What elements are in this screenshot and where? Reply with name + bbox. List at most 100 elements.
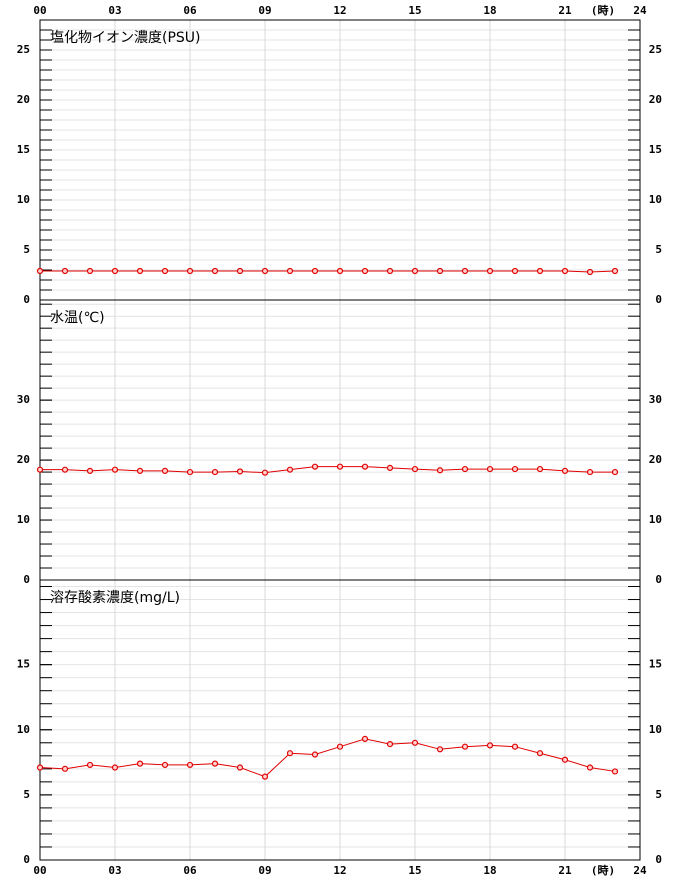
data-point [236, 267, 244, 275]
data-point [486, 267, 494, 275]
data-point [211, 267, 219, 275]
data-point [136, 467, 144, 474]
data-point [286, 750, 294, 757]
data-point [361, 463, 369, 470]
x-tick-label: 09 [258, 4, 271, 17]
data-point [311, 463, 319, 470]
y-tick-label: 10 [17, 193, 30, 206]
data-point [186, 468, 194, 476]
y-tick-label: 10 [649, 723, 662, 736]
y-tick-label: 30 [17, 393, 30, 406]
y-tick-label: 5 [23, 243, 30, 256]
data-point [511, 267, 519, 275]
x-axis-label: (時) [591, 3, 615, 17]
y-tick-label: 15 [17, 143, 30, 156]
data-point [561, 467, 569, 474]
data-point [161, 467, 169, 474]
data-point [161, 761, 169, 769]
y-tick-label: 0 [23, 573, 30, 586]
data-point [386, 267, 394, 275]
y-tick-label: 0 [23, 293, 30, 306]
data-point [286, 267, 294, 275]
data-point [211, 760, 219, 767]
data-point [411, 739, 419, 746]
data-point [286, 466, 294, 473]
plot-frame [39, 579, 641, 861]
y-tick-label: 15 [649, 143, 662, 156]
x-tick-label: 03 [108, 4, 121, 17]
data-point [386, 740, 394, 748]
data-point [461, 267, 469, 275]
data-point [236, 468, 244, 475]
data-point [486, 465, 494, 473]
y-tick-label: 25 [649, 43, 662, 56]
data-point [36, 764, 44, 771]
data-line [40, 270, 616, 273]
x-tick-label: 00 [33, 4, 46, 17]
data-point [36, 466, 44, 473]
data-line [39, 738, 616, 778]
data-point [111, 466, 119, 473]
y-tick-label: 10 [649, 193, 662, 206]
x-tick-label: 12 [333, 864, 346, 877]
x-tick-label: 18 [483, 864, 496, 877]
data-point [486, 742, 494, 749]
data-point [261, 773, 269, 780]
y-tick-label: 0 [655, 853, 662, 866]
data-point [36, 267, 44, 275]
x-tick-label: 24 [633, 4, 647, 17]
data-point [586, 468, 594, 476]
data-point [161, 267, 169, 275]
y-tick-label: 20 [649, 453, 662, 466]
data-point [336, 743, 344, 750]
data-point [586, 764, 594, 771]
y-tick-label: 15 [649, 658, 662, 671]
y-tick-label: 5 [655, 243, 662, 256]
y-tick-label: 10 [17, 513, 30, 526]
data-point [536, 267, 544, 275]
data-point [611, 468, 619, 476]
data-point [236, 764, 244, 771]
data-point [561, 267, 569, 275]
x-tick-label: 12 [333, 4, 346, 17]
data-point [436, 467, 444, 474]
panel-title: 溶存酸素濃度(mg/L) [50, 590, 180, 606]
y-tick-label: 20 [649, 93, 662, 106]
y-tick-label: 15 [17, 658, 30, 671]
x-tick-label: 03 [108, 864, 121, 877]
x-tick-label: 18 [483, 4, 496, 17]
data-point [361, 267, 369, 275]
y-tick-label: 0 [655, 293, 662, 306]
data-point [61, 765, 69, 772]
y-tick-label: 20 [17, 93, 30, 106]
data-point [561, 756, 569, 763]
data-point [611, 267, 619, 275]
data-point [436, 267, 444, 275]
data-point [86, 467, 94, 474]
data-point [586, 268, 594, 276]
data-point [311, 267, 319, 275]
data-point [386, 464, 394, 471]
data-point [186, 267, 194, 275]
data-point [536, 465, 544, 473]
y-tick-label: 10 [17, 723, 30, 736]
x-tick-label: 09 [258, 864, 271, 877]
data-point [511, 465, 519, 473]
data-point [261, 469, 269, 476]
data-point [436, 746, 444, 753]
x-tick-label: 06 [183, 864, 197, 877]
data-point [111, 764, 119, 771]
data-point [86, 761, 94, 769]
data-point [461, 743, 469, 750]
data-point [536, 750, 544, 757]
data-point [136, 760, 144, 767]
data-point [411, 465, 419, 473]
x-tick-label: 21 [558, 864, 572, 877]
data-point [511, 743, 519, 750]
data-point [611, 768, 619, 775]
data-point [61, 267, 69, 275]
x-tick-label: 06 [183, 4, 197, 17]
x-tick-label: 24 [633, 864, 647, 877]
x-tick-label: 00 [33, 864, 46, 877]
